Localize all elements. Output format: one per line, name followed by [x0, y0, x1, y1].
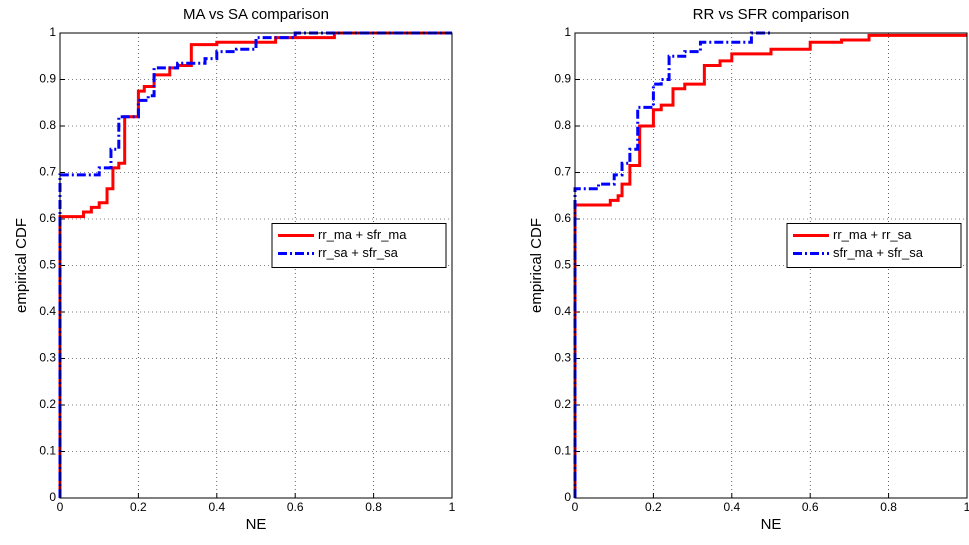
y-tick-label: 0.6	[554, 211, 571, 225]
y-tick-label: 0	[564, 490, 571, 504]
x-axis-label: NE	[246, 516, 267, 533]
y-tick-label: 0.2	[554, 397, 571, 411]
y-tick-label: 0	[49, 490, 56, 504]
y-tick-label: 0.9	[554, 72, 571, 86]
y-tick-label: 0.8	[39, 118, 56, 132]
x-tick-label: 0	[572, 500, 579, 514]
cdf-line	[58, 31, 452, 498]
y-tick-label: 0.3	[39, 351, 56, 365]
x-tick-label: 0.6	[802, 500, 819, 514]
y-tick-label: 0.9	[39, 72, 56, 86]
y-tick-label: 0.1	[39, 444, 56, 458]
y-axis-label: empirical CDF	[13, 218, 30, 313]
y-tick-label: 0.4	[554, 304, 571, 318]
y-tick-label: 0.5	[554, 258, 571, 272]
x-tick-label: 0.6	[287, 500, 304, 514]
plot-frame	[574, 32, 968, 499]
x-tick-label: 0	[57, 500, 64, 514]
y-tick-label: 0.7	[39, 165, 56, 179]
x-tick-label: 0.2	[130, 500, 147, 514]
cdf-line	[573, 31, 771, 498]
y-tick-label: 0.3	[554, 351, 571, 365]
x-tick-label: 0.8	[365, 500, 382, 514]
chart-title: MA vs SA comparison	[183, 6, 329, 23]
y-tick-label: 0.1	[554, 444, 571, 458]
y-tick-label: 0.2	[39, 397, 56, 411]
legend-label: rr_ma + rr_sa	[833, 227, 912, 242]
chart-title: RR vs SFR comparison	[693, 6, 850, 23]
y-tick-label: 0.4	[39, 304, 56, 318]
y-tick-label: 0.8	[554, 118, 571, 132]
x-tick-label: 0.2	[645, 500, 662, 514]
y-axis-label: empirical CDF	[528, 218, 545, 313]
x-tick-label: 1	[964, 500, 969, 514]
x-tick-label: 1	[449, 500, 456, 514]
y-tick-label: 1	[49, 25, 56, 39]
x-tick-label: 0.4	[208, 500, 225, 514]
legend-label: sfr_ma + sfr_sa	[833, 245, 924, 260]
plot-frame	[59, 32, 453, 499]
legend-box	[271, 223, 447, 268]
y-tick-label: 0.6	[39, 211, 56, 225]
legend-label: rr_ma + sfr_ma	[318, 227, 407, 242]
legend-box	[786, 223, 962, 268]
cdf-line	[573, 33, 967, 498]
y-tick-label: 0.5	[39, 258, 56, 272]
cdf-line	[58, 31, 452, 498]
x-tick-label: 0.4	[723, 500, 740, 514]
y-tick-label: 0.7	[554, 165, 571, 179]
legend-label: rr_sa + sfr_sa	[318, 245, 399, 260]
y-tick-label: 1	[564, 25, 571, 39]
x-axis-label: NE	[761, 516, 782, 533]
x-tick-label: 0.8	[880, 500, 897, 514]
